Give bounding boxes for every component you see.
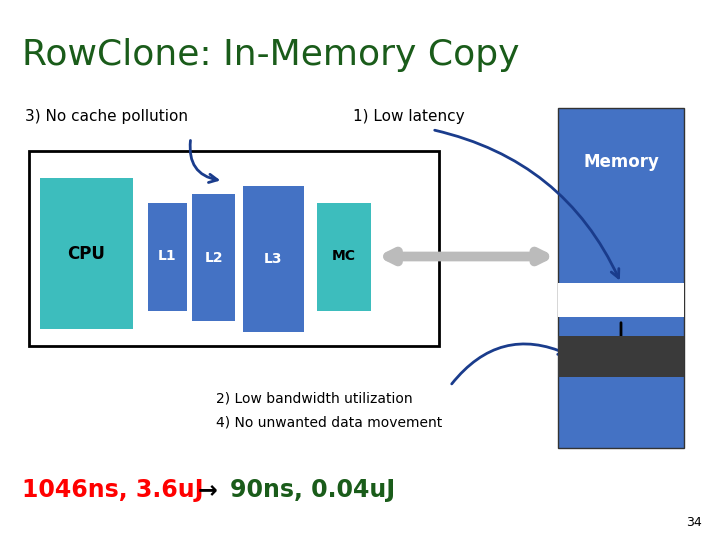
Bar <box>148 202 187 310</box>
Text: 1) Low latency: 1) Low latency <box>353 109 464 124</box>
Bar <box>243 186 304 332</box>
Text: Memory: Memory <box>583 153 659 171</box>
Text: 4) No unwanted data movement: 4) No unwanted data movement <box>216 416 442 430</box>
Bar <box>558 283 684 317</box>
Bar <box>558 336 684 377</box>
Text: 2) Low bandwidth utilization: 2) Low bandwidth utilization <box>216 392 413 406</box>
Text: CPU: CPU <box>68 245 105 263</box>
Text: L2: L2 <box>204 251 223 265</box>
Bar <box>40 178 133 329</box>
Text: 1046ns, 3.6uJ: 1046ns, 3.6uJ <box>22 478 203 502</box>
Bar <box>29 151 439 346</box>
Bar <box>558 108 684 448</box>
Text: RowClone: In-Memory Copy: RowClone: In-Memory Copy <box>22 38 519 72</box>
Text: L3: L3 <box>264 252 282 266</box>
Text: 3) No cache pollution: 3) No cache pollution <box>25 109 188 124</box>
Bar <box>192 194 235 321</box>
Bar <box>317 202 371 310</box>
Text: MC: MC <box>332 249 356 264</box>
Text: →: → <box>198 478 217 502</box>
Text: L1: L1 <box>158 249 176 264</box>
Text: 90ns, 0.04uJ: 90ns, 0.04uJ <box>230 478 395 502</box>
Text: 34: 34 <box>686 516 702 529</box>
